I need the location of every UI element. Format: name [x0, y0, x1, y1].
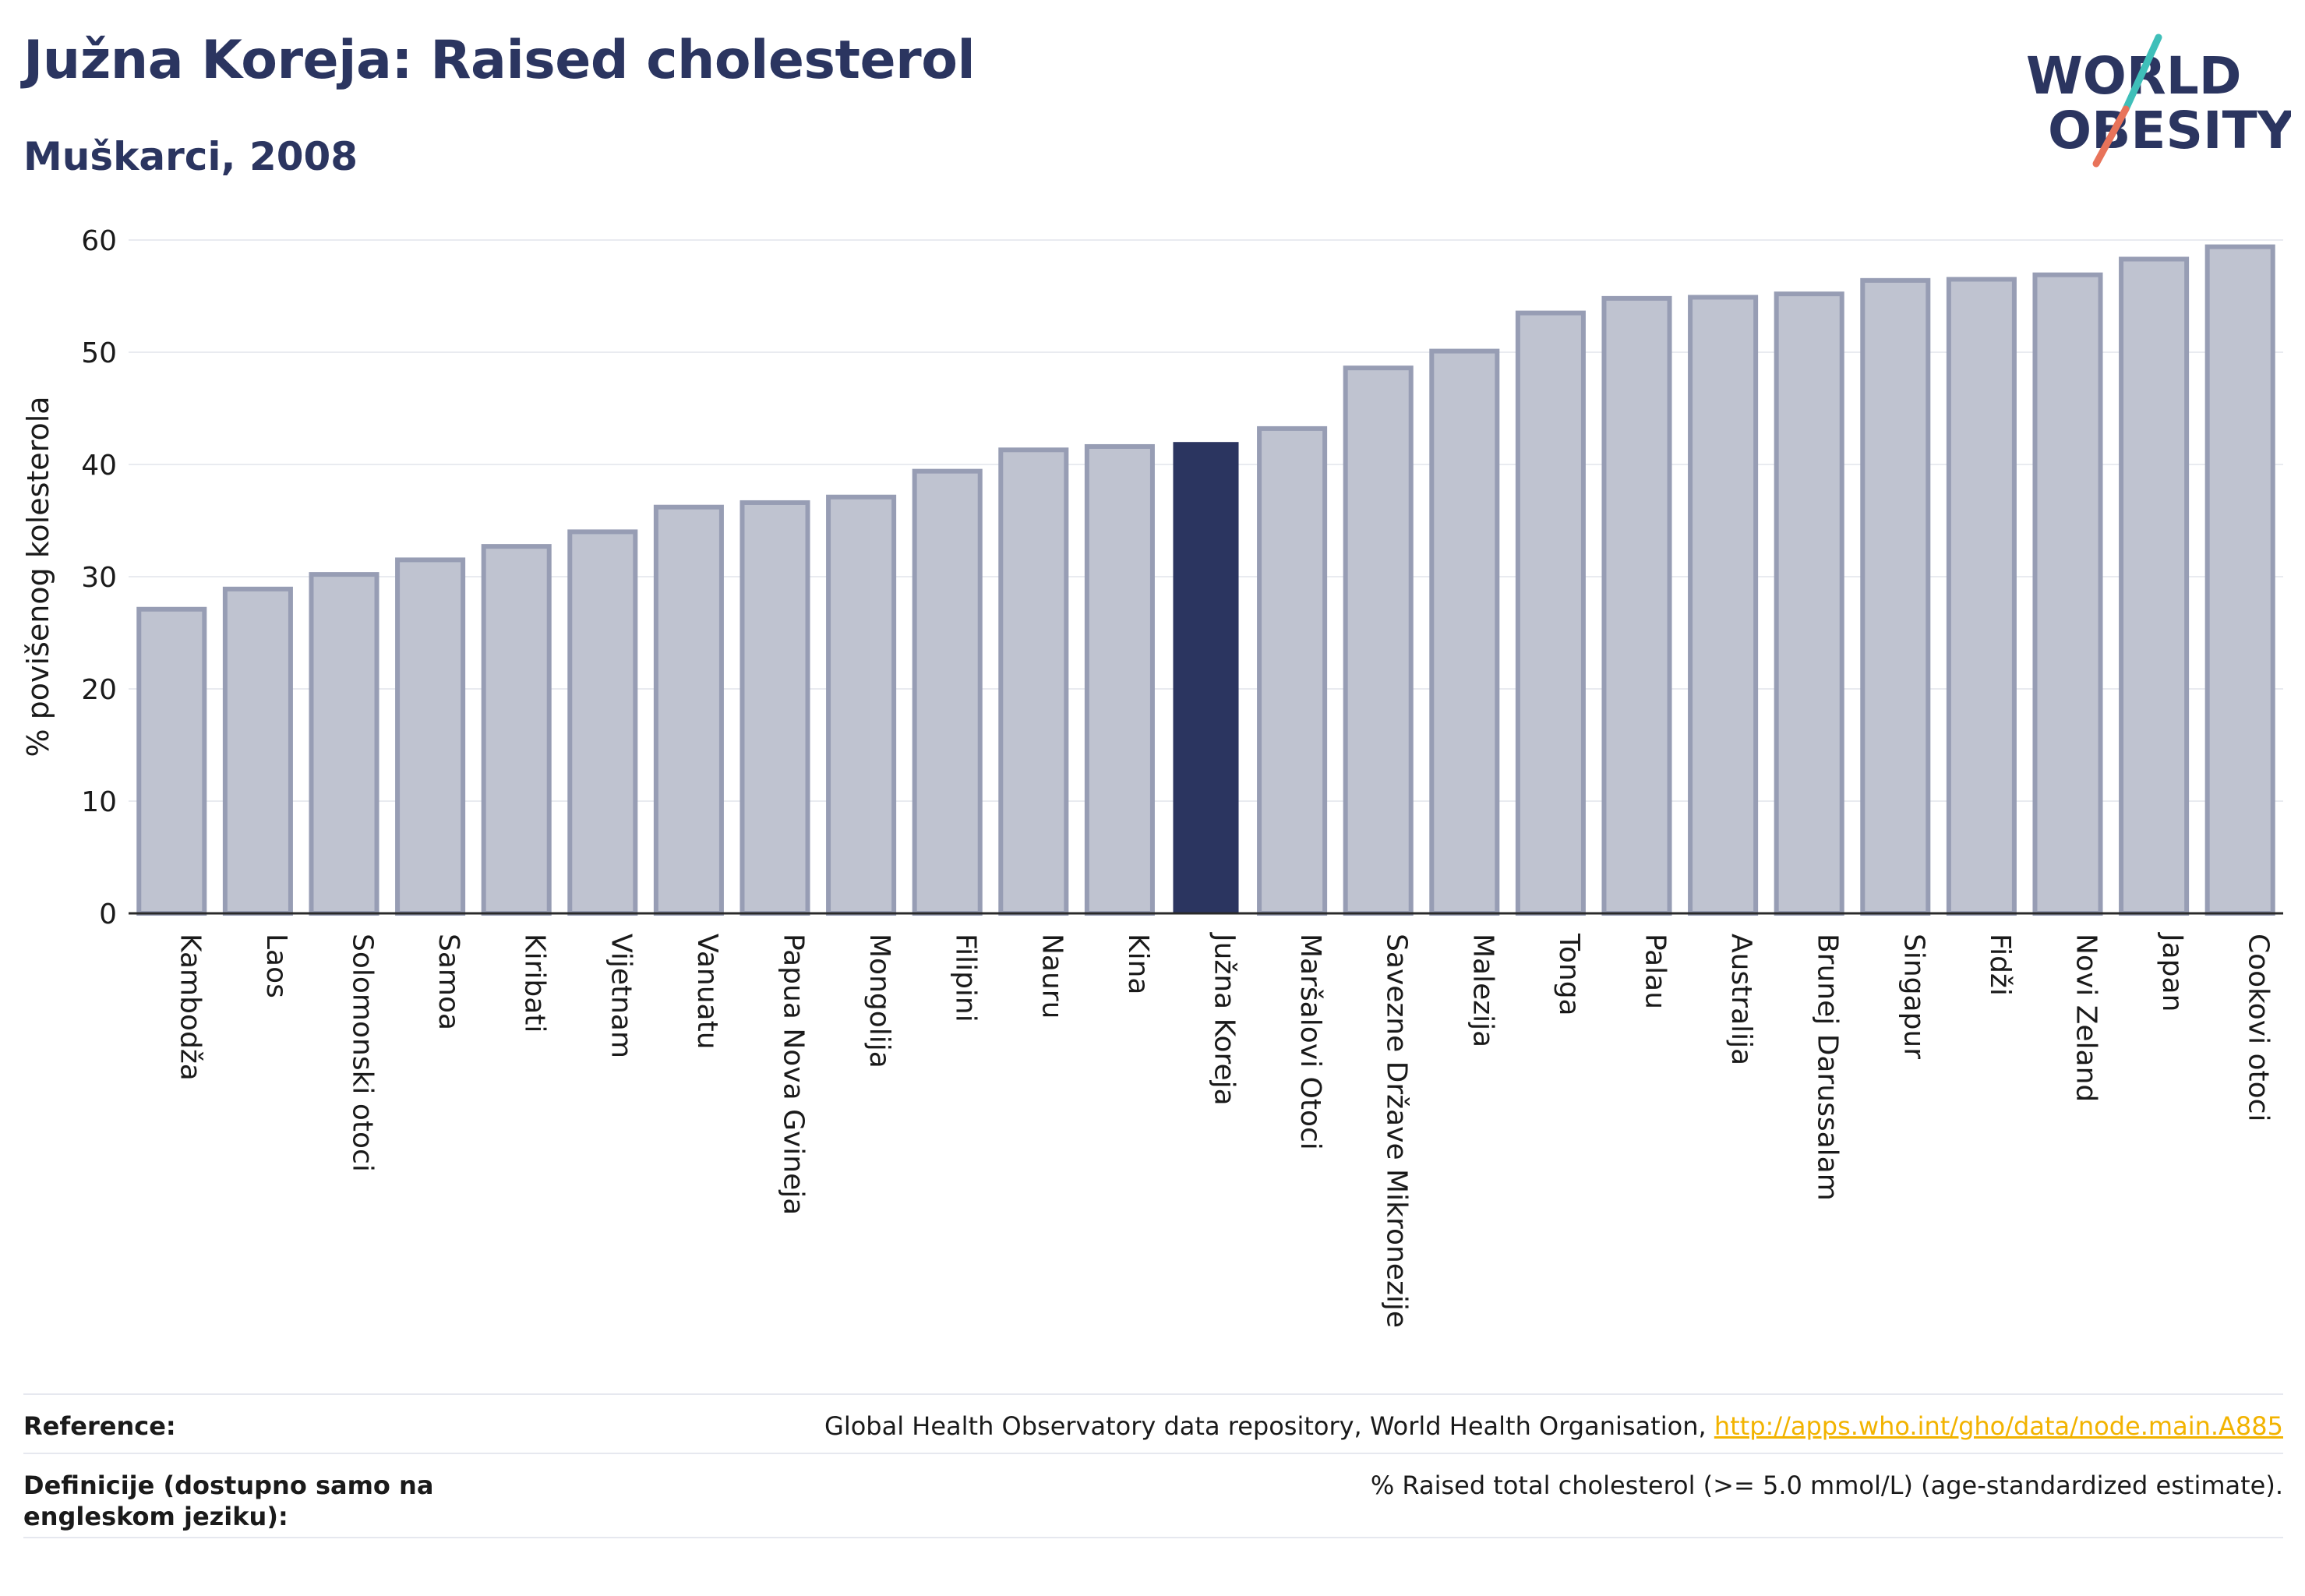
- definition-value: % Raised total cholesterol (>= 5.0 mmol/…: [1370, 1471, 2283, 1500]
- x-tick-label: Fidži: [1984, 934, 2016, 996]
- chart-title: Južna Koreja: Raised cholesterol: [23, 30, 976, 91]
- footer: Reference: Global Health Observatory dat…: [23, 1393, 2283, 1538]
- world-obesity-logo: WORLD OBESITY: [2026, 34, 2291, 168]
- y-tick-label: 20: [81, 674, 117, 706]
- bar-highlight: [1173, 442, 1239, 913]
- x-tick-label: Tonga: [1553, 933, 1585, 1016]
- bar: [1774, 291, 1844, 916]
- chart-subtitle: Muškarci, 2008: [23, 134, 358, 179]
- bar: [740, 500, 810, 916]
- bar: [1084, 443, 1155, 916]
- reference-text: Global Health Observatory data repositor…: [824, 1411, 1714, 1441]
- bar: [222, 586, 293, 916]
- bar: [1688, 295, 1759, 916]
- x-tick-label: Vijetnam: [605, 934, 637, 1058]
- bar: [1601, 295, 1672, 916]
- y-tick-label: 60: [81, 225, 117, 257]
- bar: [481, 544, 552, 916]
- axes: 0 10 20 30 40 50 60 Kambodža Laos Solomonski otoc…: [81, 225, 2283, 1328]
- logo-slash-teal: [2122, 34, 2162, 113]
- x-tick-label: Kambodža: [174, 934, 206, 1081]
- x-tick-label: Novi Zeland: [2070, 934, 2102, 1102]
- bar: [912, 468, 983, 916]
- x-tick-label: Filipini: [950, 934, 982, 1022]
- bar: [1343, 365, 1414, 916]
- bar: [567, 529, 638, 916]
- bar: [998, 447, 1069, 916]
- x-tick-label: Brunej Darussalam: [1812, 934, 1844, 1201]
- x-tick-label: Laos: [260, 934, 292, 998]
- x-tick-label: Maršalovi Otoci: [1294, 934, 1326, 1150]
- x-tick-label: Kiribati: [519, 934, 551, 1033]
- bar: [2204, 244, 2275, 916]
- x-tick-label: Kina: [1122, 934, 1154, 995]
- bars: [136, 244, 2275, 916]
- bar: [1257, 425, 1328, 916]
- bar: [1515, 310, 1586, 916]
- reference-row: Reference: Global Health Observatory dat…: [23, 1393, 2283, 1453]
- y-tick-label: 10: [81, 786, 117, 818]
- bar: [2119, 256, 2190, 916]
- bar: [1860, 277, 1931, 916]
- y-axis-label: % povišenog kolesterola: [21, 396, 55, 757]
- x-tick-label: Malezija: [1467, 934, 1498, 1047]
- x-tick-label: Samoa: [432, 934, 464, 1030]
- reference-value: Global Health Observatory data repositor…: [824, 1411, 2283, 1442]
- y-tick-label: 40: [81, 450, 117, 482]
- x-tick-label: Nauru: [1036, 934, 1068, 1019]
- reference-link[interactable]: http://apps.who.int/gho/data/node.main.A…: [1714, 1411, 2283, 1441]
- y-tick-label: 0: [99, 899, 117, 930]
- x-tick-label: Cookovi otoci: [2243, 934, 2275, 1122]
- x-tick-label: Južna Koreja: [1209, 932, 1241, 1106]
- x-tick-label: Savezne Države Mikronezije: [1381, 934, 1413, 1328]
- x-tick-label: Australija: [1725, 934, 1757, 1065]
- definition-label: Definicije (dostupno samo na engleskom j…: [23, 1471, 434, 1531]
- x-tick-label: Mongolija: [863, 934, 895, 1068]
- x-tick-label: Papua Nova Gvineja: [778, 934, 810, 1215]
- x-tick-label: Palau: [1640, 934, 1671, 1009]
- x-tick-label: Solomonski otoci: [347, 934, 379, 1172]
- bar-chart: 0 10 20 30 40 50 60 Kambodža Laos Solomonski otoc…: [21, 225, 2283, 1328]
- reference-label: Reference:: [23, 1411, 176, 1441]
- bar: [2032, 272, 2103, 916]
- y-tick-label: 30: [81, 562, 117, 594]
- x-tick-label: Vanuatu: [691, 934, 723, 1050]
- bar: [1429, 348, 1500, 916]
- bar: [1946, 277, 2017, 916]
- x-tick-label: Japan: [2156, 932, 2188, 1012]
- bar: [395, 557, 466, 916]
- y-tick-label: 50: [81, 337, 117, 369]
- bar: [136, 606, 207, 916]
- bar: [309, 572, 379, 916]
- definition-row: Definicije (dostupno samo na engleskom j…: [23, 1453, 2283, 1538]
- bar: [653, 504, 724, 916]
- bar: [826, 494, 897, 916]
- logo-line2: OBESITY: [2048, 101, 2291, 161]
- logo-slash-coral: [2092, 105, 2130, 168]
- x-tick-label: Singapur: [1897, 934, 1929, 1059]
